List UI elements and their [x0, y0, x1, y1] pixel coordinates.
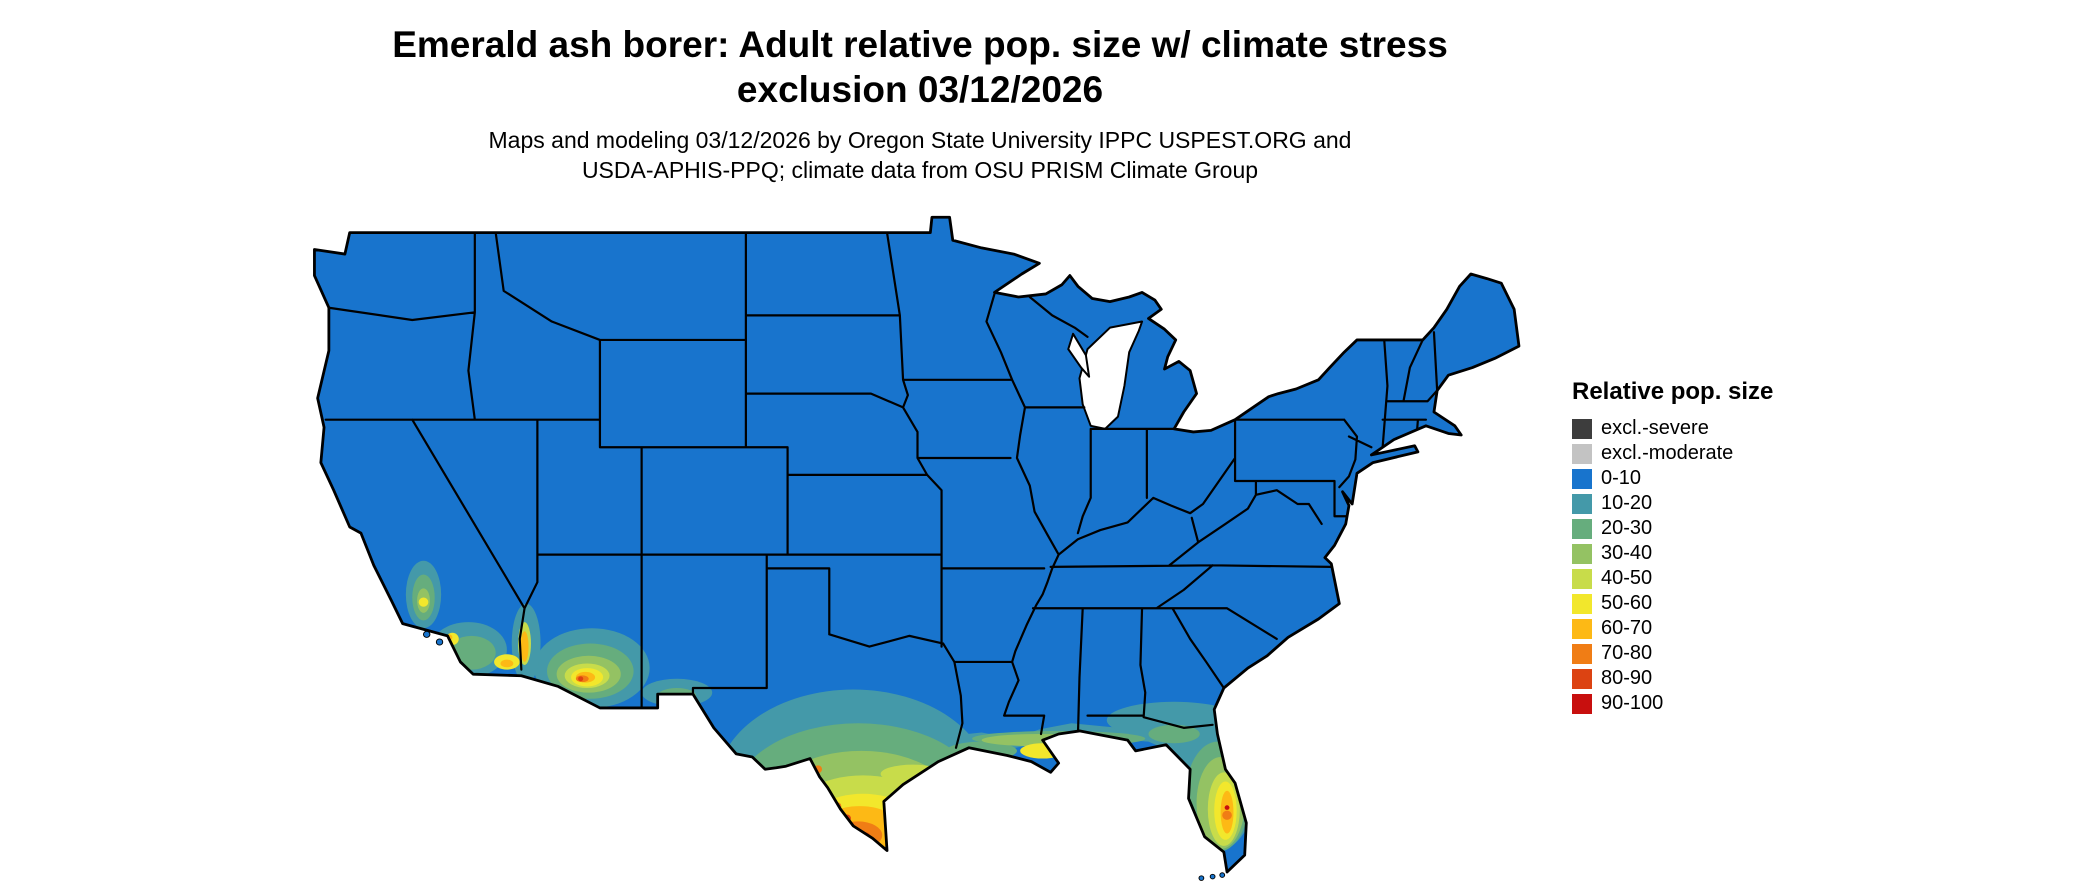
legend-label: 20-30 — [1601, 517, 1653, 539]
legend-label: 60-70 — [1601, 617, 1653, 639]
legend-label: 70-80 — [1601, 642, 1653, 664]
figure-subtitle: Maps and modeling 03/12/2026 by Oregon S… — [0, 126, 1840, 186]
florida-key — [1219, 872, 1226, 878]
legend-swatch — [1572, 693, 1592, 714]
channel-island — [423, 630, 431, 638]
channel-island — [435, 638, 444, 646]
legend-item-60-70: 60-70 — [1572, 616, 1872, 641]
legend-label: 40-50 — [1601, 567, 1653, 589]
legend-swatch — [1572, 493, 1592, 514]
legend-item-80-90: 80-90 — [1572, 666, 1872, 691]
green-bay — [1068, 334, 1089, 377]
subtitle-line-1: Maps and modeling 03/12/2026 by Oregon S… — [488, 127, 1352, 154]
legend-swatch — [1572, 593, 1592, 614]
legend-title: Relative pop. size — [1572, 378, 1774, 405]
us-land — [314, 217, 1519, 872]
lake-michigan — [1079, 322, 1142, 429]
legend-label: 80-90 — [1601, 667, 1653, 689]
legend-swatch — [1572, 418, 1592, 439]
legend-label: excl.-severe — [1601, 417, 1709, 439]
us-map — [300, 205, 1535, 881]
legend-item-excl-moderate: excl.-moderate — [1572, 441, 1872, 466]
florida-key — [1209, 873, 1216, 880]
legend-swatch — [1572, 543, 1592, 564]
offshore-islands — [423, 630, 1226, 881]
legend-item-excl-severe: excl.-severe — [1572, 416, 1872, 441]
legend-label: 90-100 — [1601, 692, 1664, 714]
legend-label: 0-10 — [1601, 467, 1642, 489]
legend-swatch — [1572, 468, 1592, 489]
state-borders — [326, 233, 1438, 748]
us-outline — [314, 217, 1519, 872]
map-legend: Relative pop. size excl.-severe excl.-mo… — [1572, 378, 1872, 716]
legend-label: 50-60 — [1601, 592, 1653, 614]
legend-item-0-10: 0-10 — [1572, 466, 1872, 491]
legend-item-70-80: 70-80 — [1572, 641, 1872, 666]
legend-swatch — [1572, 568, 1592, 589]
legend-swatch — [1572, 618, 1592, 639]
legend-item-50-60: 50-60 — [1572, 591, 1872, 616]
legend-swatch — [1572, 443, 1592, 464]
legend-item-10-20: 10-20 — [1572, 491, 1872, 516]
legend-item-30-40: 30-40 — [1572, 541, 1872, 566]
legend-label: 10-20 — [1601, 492, 1653, 514]
figure-title: Emerald ash borer: Adult relative pop. s… — [0, 22, 1840, 112]
title-line-2: exclusion 03/12/2026 — [736, 69, 1104, 111]
legend-label: excl.-moderate — [1601, 442, 1734, 464]
figure-header: Emerald ash borer: Adult relative pop. s… — [0, 22, 1840, 186]
heat-layer-90-100 — [857, 805, 1230, 845]
legend-item-20-30: 20-30 — [1572, 516, 1872, 541]
legend-item-90-100: 90-100 — [1572, 691, 1872, 716]
subtitle-line-2: USDA-APHIS-PPQ; climate data from OSU PR… — [581, 157, 1259, 184]
legend-item-40-50: 40-50 — [1572, 566, 1872, 591]
legend-swatch — [1572, 518, 1592, 539]
legend-label: 30-40 — [1601, 542, 1653, 564]
florida-key — [1198, 875, 1205, 881]
legend-swatch — [1572, 643, 1592, 664]
title-line-1: Emerald ash borer: Adult relative pop. s… — [392, 24, 1448, 65]
legend-swatch — [1572, 668, 1592, 689]
great-lakes — [1068, 322, 1142, 429]
